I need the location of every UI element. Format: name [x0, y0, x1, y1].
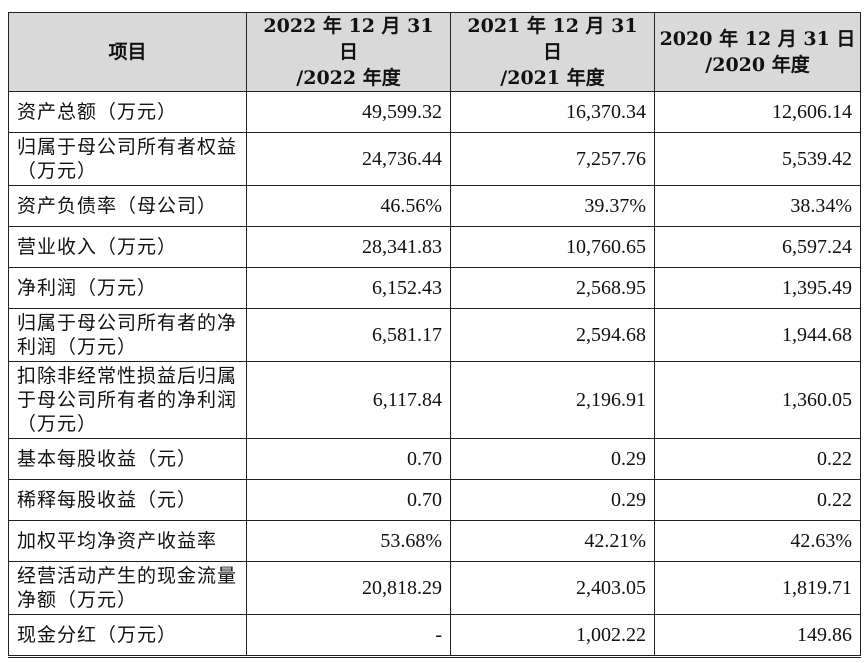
cell-2022: 20,818.29 [246, 561, 451, 615]
table-row: 扣除非经常性损益后归属于母公司所有者的净利润（万元） 6,117.84 2,19… [8, 361, 861, 439]
header-date-2022: 2022 年 12 月 31 日 [263, 15, 434, 63]
cell-2020: 0.22 [654, 438, 861, 480]
table-row: 稀释每股收益（元） 0.70 0.29 0.22 [8, 479, 861, 521]
table-row: 资产总额（万元） 49,599.32 16,370.34 12,606.14 [8, 91, 861, 133]
cell-2020: 1,944.68 [654, 308, 861, 362]
table-row: 经营活动产生的现金流量净额（万元） 20,818.29 2,403.05 1,8… [8, 561, 861, 615]
table-row: 基本每股收益（元） 0.70 0.29 0.22 [8, 438, 861, 480]
financial-summary-table: 项目 2022 年 12 月 31 日 /2022 年度 2021 年 12 月… [8, 12, 861, 658]
header-year-2021: 2021 年 12 月 31 日 /2021 年度 [450, 12, 655, 92]
cell-2021: 2,568.95 [450, 267, 655, 309]
cell-2021: 42.21% [450, 520, 655, 562]
header-period-2022: /2022 年度 [296, 67, 401, 89]
cell-2022: 24,736.44 [246, 132, 451, 186]
cell-2021: 0.29 [450, 438, 655, 480]
financial-summary-table-container: 项目 2022 年 12 月 31 日 /2022 年度 2021 年 12 月… [8, 12, 861, 658]
cell-2020: 12,606.14 [654, 91, 861, 133]
header-item: 项目 [8, 12, 247, 92]
cell-2020: 149.86 [654, 614, 861, 658]
cell-2022: 46.56% [246, 185, 451, 227]
cell-2021: 2,403.05 [450, 561, 655, 615]
row-label: 营业收入（万元） [8, 226, 247, 268]
row-label: 现金分红（万元） [8, 614, 247, 658]
cell-2021: 0.29 [450, 479, 655, 521]
table-row: 净利润（万元） 6,152.43 2,568.95 1,395.49 [8, 267, 861, 309]
row-label: 加权平均净资产收益率 [8, 520, 247, 562]
cell-2021: 2,594.68 [450, 308, 655, 362]
cell-2022: 6,152.43 [246, 267, 451, 309]
cell-2020: 0.22 [654, 479, 861, 521]
table-row: 资产负债率（母公司） 46.56% 39.37% 38.34% [8, 185, 861, 227]
table-body: 资产总额（万元） 49,599.32 16,370.34 12,606.14 归… [8, 91, 861, 658]
cell-2022: 6,117.84 [246, 361, 451, 439]
row-label: 资产总额（万元） [8, 91, 247, 133]
header-period-2021: /2021 年度 [500, 67, 605, 89]
row-label: 基本每股收益（元） [8, 438, 247, 480]
row-label: 经营活动产生的现金流量净额（万元） [8, 561, 247, 615]
row-label: 净利润（万元） [8, 267, 247, 309]
cell-2022: 0.70 [246, 479, 451, 521]
row-label: 归属于母公司所有者权益（万元） [8, 132, 247, 186]
cell-2022: 53.68% [246, 520, 451, 562]
header-date-2020: 2020 年 12 月 31 日 [659, 28, 856, 50]
cell-2020: 6,597.24 [654, 226, 861, 268]
table-header: 项目 2022 年 12 月 31 日 /2022 年度 2021 年 12 月… [8, 12, 861, 92]
header-period-2020: /2020 年度 [705, 54, 810, 76]
cell-2022: 0.70 [246, 438, 451, 480]
cell-2020: 5,539.42 [654, 132, 861, 186]
header-date-2021: 2021 年 12 月 31 日 [467, 15, 638, 63]
row-label: 扣除非经常性损益后归属于母公司所有者的净利润（万元） [8, 361, 247, 439]
row-label: 稀释每股收益（元） [8, 479, 247, 521]
cell-2022: 49,599.32 [246, 91, 451, 133]
table-row: 营业收入（万元） 28,341.83 10,760.65 6,597.24 [8, 226, 861, 268]
row-label: 归属于母公司所有者的净利润（万元） [8, 308, 247, 362]
cell-2021: 2,196.91 [450, 361, 655, 439]
cell-2022: 6,581.17 [246, 308, 451, 362]
cell-2022: 28,341.83 [246, 226, 451, 268]
header-row: 项目 2022 年 12 月 31 日 /2022 年度 2021 年 12 月… [8, 12, 861, 92]
header-year-2022: 2022 年 12 月 31 日 /2022 年度 [246, 12, 451, 92]
cell-2020: 42.63% [654, 520, 861, 562]
row-label: 资产负债率（母公司） [8, 185, 247, 227]
header-item-text: 项目 [108, 41, 147, 63]
cell-2022: - [246, 614, 451, 658]
table-row: 归属于母公司所有者的净利润（万元） 6,581.17 2,594.68 1,94… [8, 308, 861, 362]
table-row: 现金分红（万元） - 1,002.22 149.86 [8, 614, 861, 658]
table-row: 加权平均净资产收益率 53.68% 42.21% 42.63% [8, 520, 861, 562]
cell-2021: 1,002.22 [450, 614, 655, 658]
cell-2020: 1,819.71 [654, 561, 861, 615]
cell-2020: 1,395.49 [654, 267, 861, 309]
header-year-2020: 2020 年 12 月 31 日 /2020 年度 [654, 12, 861, 92]
cell-2021: 7,257.76 [450, 132, 655, 186]
table-row: 归属于母公司所有者权益（万元） 24,736.44 7,257.76 5,539… [8, 132, 861, 186]
cell-2020: 1,360.05 [654, 361, 861, 439]
cell-2020: 38.34% [654, 185, 861, 227]
cell-2021: 39.37% [450, 185, 655, 227]
cell-2021: 10,760.65 [450, 226, 655, 268]
cell-2021: 16,370.34 [450, 91, 655, 133]
